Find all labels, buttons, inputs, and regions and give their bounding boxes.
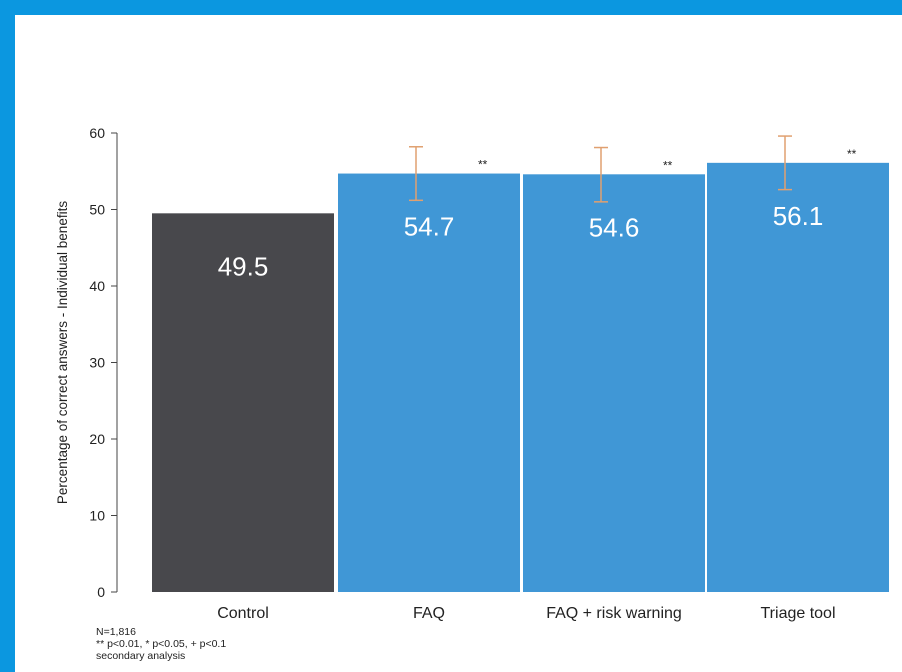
sample-size-note: N=1,816 xyxy=(96,626,136,638)
bar-value-label: 56.1 xyxy=(773,201,824,231)
bar-value-label: 54.7 xyxy=(404,212,455,242)
bar xyxy=(523,174,705,592)
bars: 49.5 Control 54.7 ** FAQ 54.6 ** FAQ + risk war… xyxy=(152,135,889,622)
category-label: FAQ + risk warning xyxy=(546,605,682,622)
category-label: FAQ xyxy=(413,605,445,622)
category-label: Triage tool xyxy=(761,605,836,622)
y-tick-label: 60 xyxy=(89,125,105,141)
bar xyxy=(338,173,520,593)
category-label: Control xyxy=(217,605,269,622)
y-tick-label: 10 xyxy=(89,508,105,524)
bar-value-label: 49.5 xyxy=(218,251,269,281)
chart-panel: Percentage of correct answers - Individu… xyxy=(15,15,902,672)
bar xyxy=(152,213,334,592)
y-tick-label: 50 xyxy=(89,202,105,218)
significance-marker: ** xyxy=(847,147,857,161)
y-axis-ticks: 0 10 20 30 40 50 60 xyxy=(89,125,117,600)
significance-marker: ** xyxy=(663,158,673,172)
bar-value-label: 54.6 xyxy=(589,212,640,242)
bar xyxy=(707,162,889,592)
y-tick-label: 20 xyxy=(89,431,105,447)
y-axis-label: Percentage of correct answers - Individu… xyxy=(55,201,70,504)
analysis-note: secondary analysis xyxy=(96,650,186,662)
significance-note: ** p<0.01, * p<0.05, + p<0.1 xyxy=(96,638,227,650)
y-tick-label: 30 xyxy=(89,355,105,371)
chart-footnote: N=1,816 ** p<0.01, * p<0.05, + p<0.1 sec… xyxy=(96,626,226,662)
significance-marker: ** xyxy=(478,158,488,172)
y-tick-label: 40 xyxy=(89,278,105,294)
y-tick-label: 0 xyxy=(97,584,105,600)
bar-chart: Percentage of correct answers - Individu… xyxy=(55,125,889,622)
